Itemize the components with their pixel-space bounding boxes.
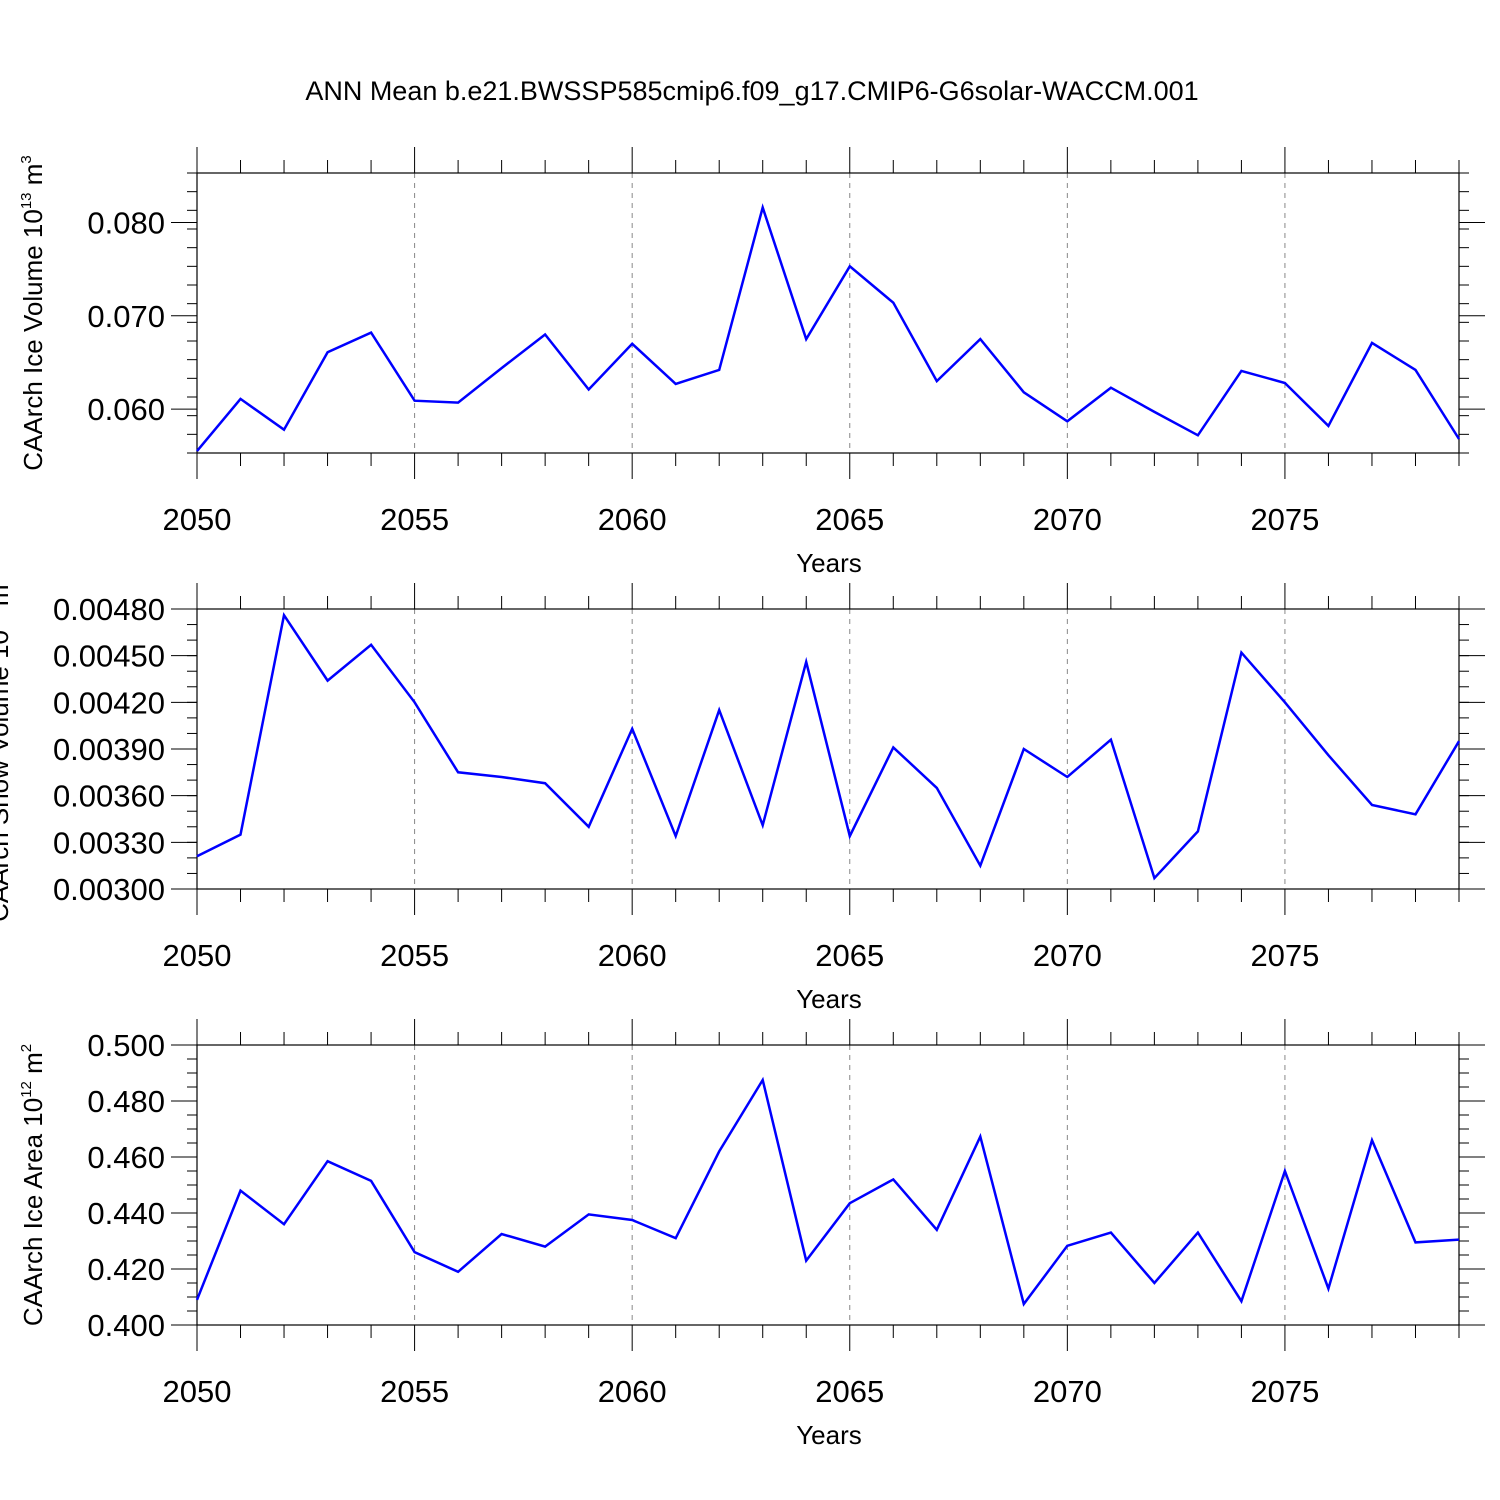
x-tick-label: 2060: [598, 502, 667, 537]
x-tick-label: 2070: [1033, 502, 1102, 537]
y-tick-label: 0.00420: [53, 685, 165, 720]
chart-panel-3: 0.400 0.420 0.440 0.460 0.480 0.500 2050 2055 20…: [18, 1019, 1485, 1450]
x-tick-label: 2050: [163, 502, 232, 537]
series-line: [195, 1076, 1460, 1307]
x-tick-label: 2065: [815, 938, 884, 973]
y-tick-label: 0.460: [87, 1140, 165, 1175]
y-axis-label: CAArch Ice Volume 1013 m3: [18, 155, 48, 471]
x-tick-label: 2075: [1250, 938, 1319, 973]
x-tick-label: 2065: [815, 502, 884, 537]
plot-frame: [196, 1044, 1460, 1326]
y-tick-label: 0.00360: [53, 779, 165, 814]
y-tick-label: 0.080: [87, 205, 165, 240]
chart-panel-1: 0.060 0.070 0.080 2050 2055 2060 2065 2070 2075 Y…: [18, 147, 1485, 578]
x-tick-label: 2055: [380, 938, 449, 973]
y-tick-label: 0.060: [87, 392, 165, 427]
series-line: [196, 203, 1461, 452]
y-tick-label: 0.00450: [53, 639, 165, 674]
figure-title: ANN Mean b.e21.BWSSP585cmip6.f09_g17.CMI…: [305, 76, 1198, 106]
y-tick-label: 0.00480: [53, 592, 165, 627]
plot-frame: [196, 172, 1460, 454]
chart-panel-2: 0.00300 0.00330 0.00360 0.00390 0.00420 0.004…: [0, 576, 1485, 1014]
x-tick-label: 2070: [1033, 938, 1102, 973]
x-tick-label: 2070: [1033, 1374, 1102, 1409]
y-tick-label: 0.420: [87, 1252, 165, 1287]
y-axis-label: CAArch Ice Area 1012 m2: [18, 1044, 48, 1326]
x-tick-label: 2065: [815, 1374, 884, 1409]
series-line: [196, 611, 1461, 881]
y-tick-label: 0.00330: [53, 825, 165, 860]
x-tick-label: 2050: [163, 1374, 232, 1409]
x-axis-label: Years: [796, 548, 862, 578]
y-tick-label: 0.00300: [53, 872, 165, 907]
y-tick-label: 0.440: [87, 1196, 165, 1231]
y-axis-label: CAArch Snow Volume 1013 m3: [0, 576, 14, 922]
x-axis-label: Years: [796, 1420, 862, 1450]
y-tick-label: 0.500: [87, 1028, 165, 1063]
x-tick-label: 2060: [598, 1374, 667, 1409]
x-tick-label: 2075: [1250, 502, 1319, 537]
x-tick-label: 2055: [380, 502, 449, 537]
plot-frame: [196, 608, 1460, 890]
x-tick-label: 2075: [1250, 1374, 1319, 1409]
x-tick-label: 2055: [380, 1374, 449, 1409]
y-tick-label: 0.400: [87, 1308, 165, 1343]
y-tick-label: 0.00390: [53, 732, 165, 767]
x-tick-label: 2060: [598, 938, 667, 973]
y-tick-label: 0.480: [87, 1084, 165, 1119]
x-tick-label: 2050: [163, 938, 232, 973]
y-tick-label: 0.070: [87, 299, 165, 334]
x-axis-label: Years: [796, 984, 862, 1014]
